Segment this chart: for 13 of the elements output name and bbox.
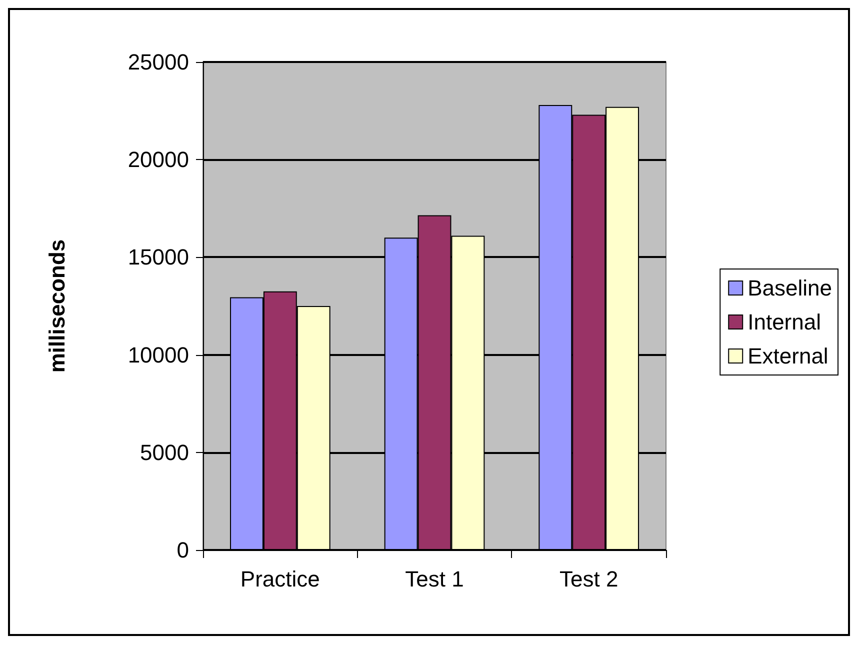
y-tick-label: 15000 [128,244,189,270]
y-tick-label: 0 [176,538,189,562]
x-tick-label: Practice [240,566,320,592]
x-tick-label: Test 1 [405,566,464,592]
y-tick-label: 10000 [128,342,189,368]
legend-label: Internal [748,310,821,334]
y-axis-title: milliseconds [44,239,70,373]
legend-label: External [748,344,828,368]
x-tick-label: Test 2 [559,566,618,592]
y-tick-label: 5000 [140,440,189,465]
y-tick-label: 20000 [128,147,189,172]
legend-label: Baseline [748,276,832,300]
y-tick-label: 25000 [128,50,189,74]
